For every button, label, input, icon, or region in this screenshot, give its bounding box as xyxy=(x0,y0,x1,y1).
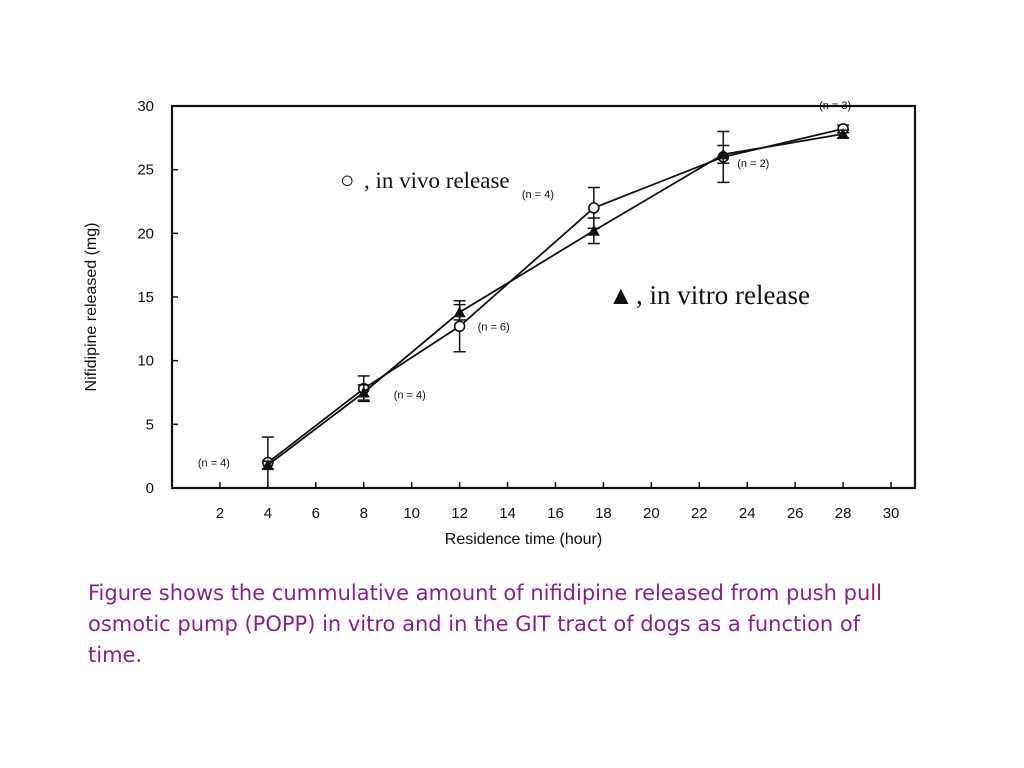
x-tick-label: 30 xyxy=(883,505,900,522)
data-point-triangle xyxy=(837,128,850,140)
legend-label-in-vitro: , in vitro release xyxy=(636,280,810,310)
data-point-circle xyxy=(453,320,466,333)
data-point-triangle xyxy=(587,224,600,236)
y-tick-label: 5 xyxy=(146,416,154,433)
x-tick-label: 2 xyxy=(216,505,224,522)
x-tick-label: 16 xyxy=(547,505,564,522)
x-tick-label: 12 xyxy=(451,505,468,522)
x-tick-label: 4 xyxy=(264,505,272,522)
y-tick-label: 25 xyxy=(137,162,154,179)
sample-size-label: (n = 2) xyxy=(737,158,769,170)
sample-size-label: (n = 4) xyxy=(522,189,554,201)
x-tick-label: 10 xyxy=(403,505,420,522)
series-line-2 xyxy=(267,133,844,466)
y-tick-label: 10 xyxy=(137,353,154,370)
y-tick-label: 0 xyxy=(146,480,154,497)
figure-caption: Figure shows the cummulative amount of n… xyxy=(88,581,882,667)
legend-label-in-vivo: , in vivo release xyxy=(364,168,510,193)
x-tick-label: 14 xyxy=(499,505,516,522)
sample-size-label: (n = 6) xyxy=(478,321,510,333)
chart: 0 5 10 15 20 25 30 2 4 6 8 10 12 14 16 18 20 22 24 26 28 30 Re… xyxy=(83,98,917,548)
sample-size-label: (n = 3) xyxy=(819,100,851,112)
legend-symbol-in-vivo: ○ xyxy=(340,168,355,194)
y-tick-label: 15 xyxy=(137,289,154,306)
x-tick-label: 24 xyxy=(739,505,756,522)
x-tick-label: 22 xyxy=(691,505,708,522)
x-tick-label: 18 xyxy=(595,505,612,522)
data-point-triangle xyxy=(717,148,730,160)
y-axis-title: Nifidipine released (mg) xyxy=(83,223,100,392)
y-tick-label: 30 xyxy=(137,98,154,115)
x-tick-label: 6 xyxy=(312,505,320,522)
legend-symbol-in-vitro: ▲ xyxy=(608,281,634,310)
sample-size-label: (n = 4) xyxy=(198,458,230,470)
data-point-triangle xyxy=(261,459,274,471)
data-point-triangle xyxy=(453,306,466,318)
x-tick-label: 8 xyxy=(360,505,368,522)
sample-size-label: (n = 4) xyxy=(394,390,426,402)
series-line-1 xyxy=(267,128,844,464)
x-tick-label: 26 xyxy=(787,505,804,522)
x-tick-label: 28 xyxy=(835,505,852,522)
data-point-circle xyxy=(588,202,600,214)
data-point-triangle xyxy=(357,386,370,398)
y-tick-label: 20 xyxy=(137,225,154,242)
x-tick-label: 20 xyxy=(643,505,660,522)
x-axis-title: Residence time (hour) xyxy=(445,531,602,548)
